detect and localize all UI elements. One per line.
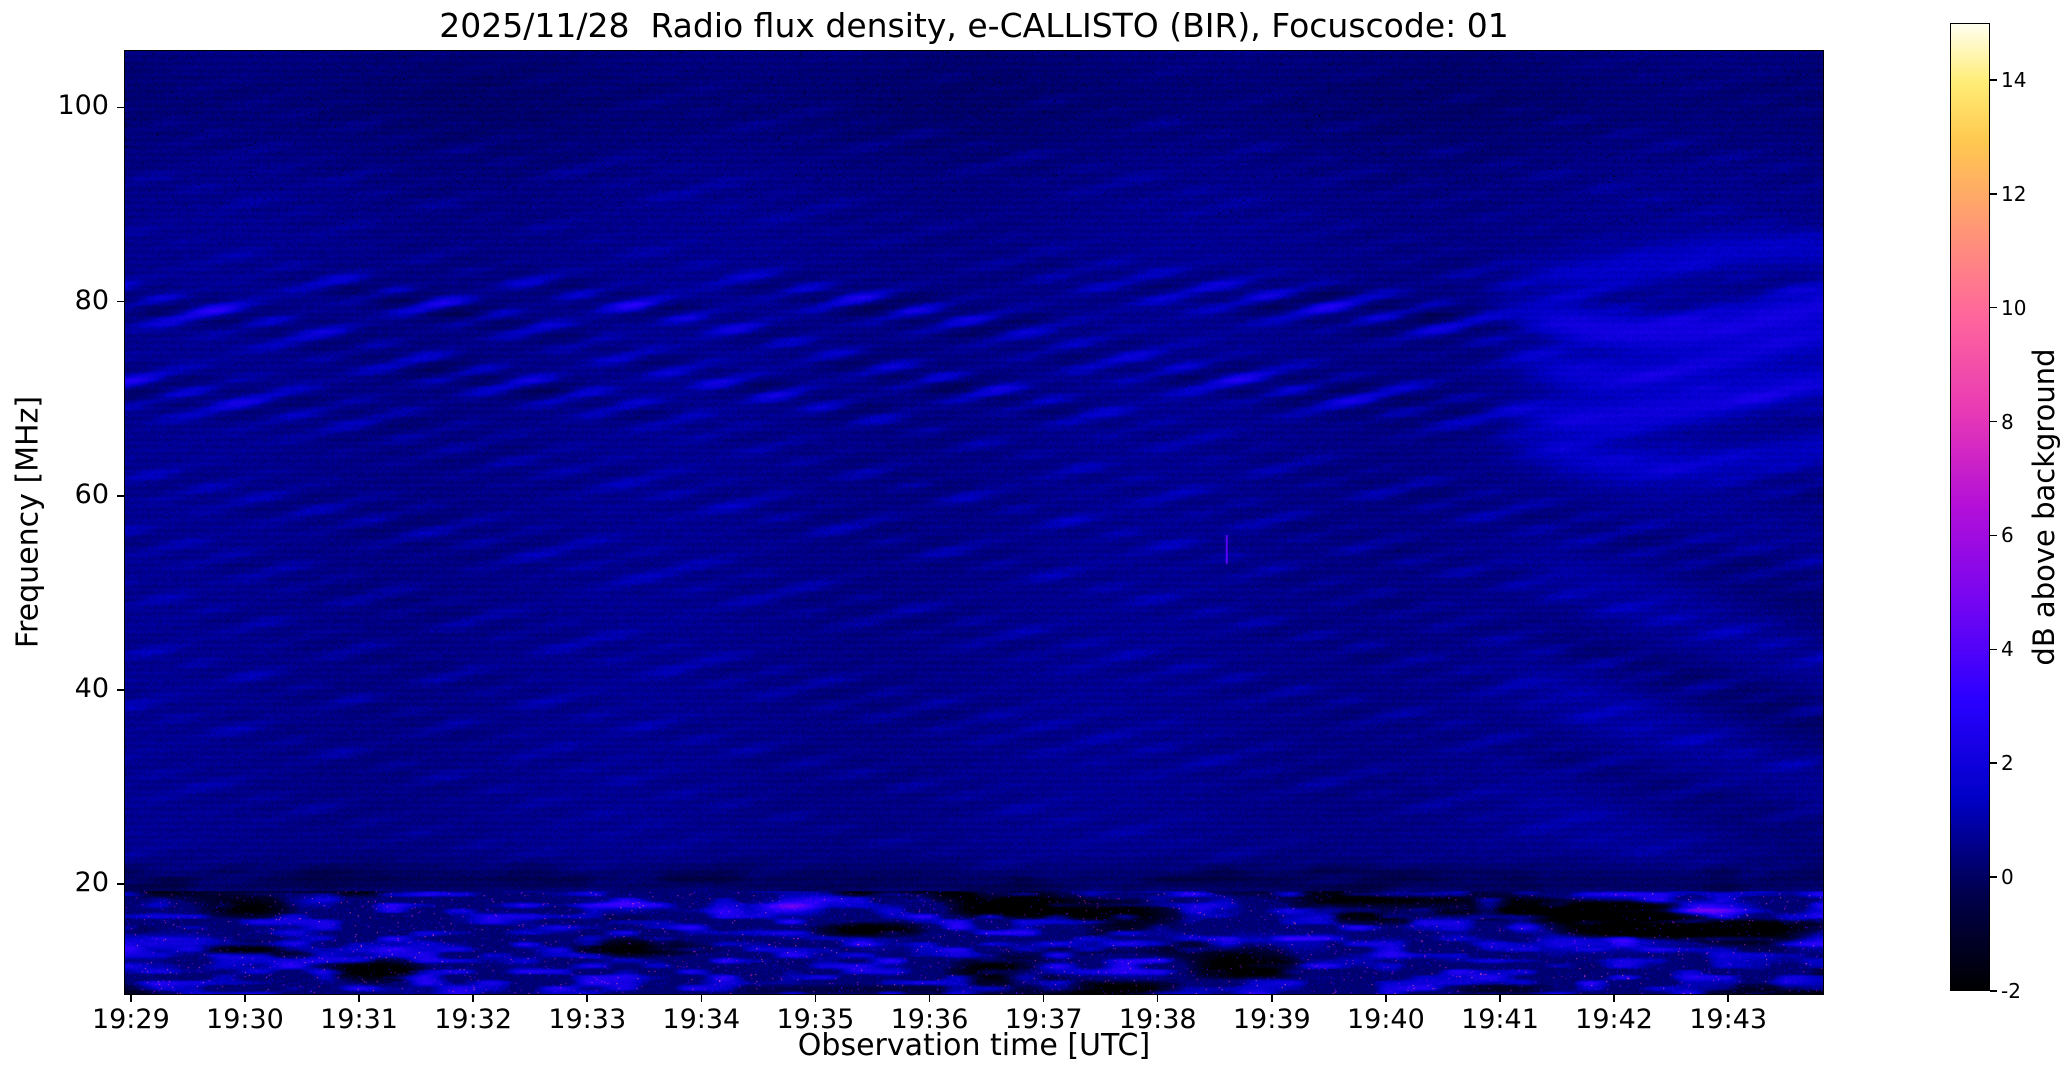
x-tick-mark <box>472 995 474 1002</box>
x-tick-mark <box>1042 995 1045 1002</box>
x-tick-label: 19:41 <box>1461 1004 1539 1035</box>
colorbar-label: dB above background <box>2027 348 2061 666</box>
y-tick-label: 60 <box>74 478 109 510</box>
x-axis-label: Observation time [UTC] <box>797 1028 1151 1063</box>
colorbar-tick-mark <box>1990 79 1997 81</box>
x-tick-label: 19:33 <box>548 1004 627 1035</box>
chart-title: 2025/11/28 Radio flux density, e-CALLIST… <box>439 6 1509 45</box>
colorbar <box>1950 23 1990 991</box>
x-tick-mark <box>244 995 246 1002</box>
x-tick-label: 19:35 <box>776 1004 855 1035</box>
x-tick-label: 19:39 <box>1232 1004 1311 1035</box>
x-tick-label: 19:40 <box>1346 1004 1425 1035</box>
colorbar-tick-mark <box>1990 990 1997 992</box>
y-tick-label: 20 <box>74 867 109 899</box>
colorbar-tick-mark <box>1990 648 1997 651</box>
colorbar-tick-mark <box>1990 762 1997 765</box>
y-axis-label: Frequency [MHz] <box>10 395 46 649</box>
colorbar-tick-label: 10 <box>2001 295 2027 320</box>
x-tick-mark <box>586 995 588 1002</box>
y-tick-label: 80 <box>74 284 109 316</box>
x-tick-label: 19:31 <box>320 1004 398 1035</box>
colorbar-tick-mark <box>1990 420 1997 423</box>
x-tick-label: 19:43 <box>1689 1004 1768 1035</box>
colorbar-tick-mark <box>1990 193 1997 195</box>
x-tick-mark <box>1156 995 1159 1002</box>
colorbar-tick-mark <box>1990 534 1997 537</box>
colorbar-tick-label: 12 <box>2001 181 2027 206</box>
x-tick-label: 19:38 <box>1118 1004 1197 1035</box>
x-tick-mark <box>700 995 703 1002</box>
colorbar-tick-mark <box>1990 876 1997 878</box>
x-tick-mark <box>1385 995 1387 1002</box>
x-tick-label: 19:42 <box>1575 1004 1653 1035</box>
y-tick-mark <box>117 300 124 303</box>
colorbar-tick-label: 0 <box>2001 865 2014 890</box>
x-tick-mark <box>1270 995 1273 1002</box>
x-tick-mark <box>814 995 817 1002</box>
x-tick-label: 19:32 <box>434 1004 513 1035</box>
y-tick-label: 100 <box>57 90 109 122</box>
colorbar-tick-label: 2 <box>2001 751 2014 776</box>
x-tick-label: 19:30 <box>206 1004 284 1035</box>
y-tick-mark <box>117 494 124 497</box>
colorbar-tick-label: 8 <box>2001 409 2014 434</box>
colorbar-tick-label: 14 <box>2001 67 2027 92</box>
x-tick-label: 19:36 <box>890 1004 969 1035</box>
x-tick-mark <box>130 995 132 1002</box>
spectrogram-canvas <box>125 51 1823 994</box>
x-tick-mark <box>358 995 360 1002</box>
colorbar-tick-mark <box>1990 306 1997 309</box>
x-tick-mark <box>1613 995 1615 1002</box>
plot-area <box>124 50 1824 995</box>
x-tick-label: 19:37 <box>1004 1004 1083 1035</box>
y-tick-label: 40 <box>74 673 109 705</box>
x-tick-mark <box>928 995 931 1002</box>
x-tick-label: 19:29 <box>91 1004 170 1035</box>
colorbar-tick-label: -2 <box>2001 979 2021 1003</box>
y-tick-mark <box>117 106 124 109</box>
x-tick-mark <box>1499 995 1501 1002</box>
y-tick-mark <box>117 689 124 691</box>
y-tick-mark <box>117 883 124 886</box>
colorbar-tick-label: 6 <box>2001 523 2014 548</box>
colorbar-tick-label: 4 <box>2001 637 2014 662</box>
colorbar-gradient <box>1951 24 1989 990</box>
x-tick-label: 19:34 <box>662 1004 741 1035</box>
x-tick-mark <box>1727 995 1729 1002</box>
